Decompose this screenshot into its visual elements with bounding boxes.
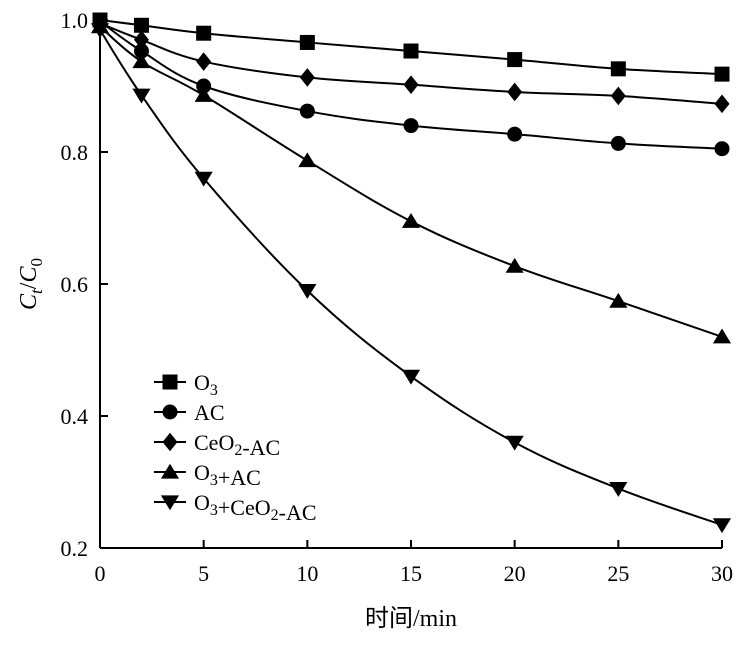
data-point (401, 213, 421, 228)
series-1 (92, 13, 730, 157)
y-tick-label: 1.0 (61, 8, 89, 33)
data-point (401, 369, 421, 385)
data-point (712, 518, 732, 534)
data-point (299, 68, 315, 87)
y-axis-label: Ct/C0 (16, 258, 46, 310)
series-layer (90, 12, 732, 534)
data-point (712, 328, 732, 344)
axes: 0 5 10 15 20 25 30 0.2 0.4 0.6 0.8 1.0 (61, 8, 734, 586)
series-line (99, 29, 723, 526)
data-point (196, 78, 212, 94)
legend-marker (162, 404, 178, 420)
legend-marker (160, 495, 180, 511)
data-point (609, 292, 628, 308)
data-point (714, 66, 730, 82)
data-point (714, 141, 730, 157)
legend-marker (160, 463, 180, 479)
series-4 (90, 23, 732, 534)
x-tick-label: 15 (400, 561, 422, 586)
x-tick-label: 10 (296, 561, 318, 586)
y-tick-label: 0.4 (61, 404, 89, 429)
series-line (99, 25, 723, 338)
data-point (403, 43, 419, 59)
legend-item-4: O3+CeO2-AC (154, 490, 317, 525)
data-point (403, 118, 419, 134)
legend-marker (162, 432, 178, 452)
legend-label: O3 (194, 370, 218, 399)
series-3 (90, 18, 732, 344)
legend-label: AC (194, 400, 225, 425)
x-tick-label: 5 (198, 561, 209, 586)
data-point (610, 86, 626, 106)
data-point (133, 43, 149, 59)
data-point (507, 126, 523, 142)
data-point (714, 94, 730, 114)
data-point (609, 482, 628, 497)
legend-marker (162, 374, 178, 390)
data-point (194, 171, 213, 187)
series-2 (92, 14, 730, 114)
data-point (196, 25, 212, 41)
y-tick-label: 0.8 (61, 140, 89, 165)
x-axis-label: 时间/min (365, 605, 457, 632)
data-point (507, 82, 523, 102)
y-tick-label: 0.6 (61, 272, 89, 297)
data-point (610, 61, 626, 77)
data-point (299, 103, 315, 119)
x-tick-label: 30 (711, 561, 733, 586)
y-tick-label: 0.2 (61, 536, 89, 561)
data-point (133, 17, 149, 33)
legend-label: CeO2-AC (194, 430, 280, 460)
x-tick-label: 25 (607, 561, 629, 586)
legend-item-3: O3+AC (154, 460, 261, 490)
data-point (505, 435, 524, 451)
axis-labels: 时间/min Ct/C0 (16, 258, 457, 632)
data-point (299, 34, 315, 50)
data-point (133, 30, 149, 50)
data-point (196, 52, 212, 71)
legend-item-2: CeO2-AC (154, 430, 280, 460)
data-point (132, 88, 151, 104)
data-point (298, 152, 317, 168)
x-tick-label: 20 (504, 561, 526, 586)
data-point (403, 75, 419, 94)
legend-item-1: AC (154, 400, 225, 425)
data-point (194, 86, 213, 102)
legend-item-0: O3 (154, 370, 218, 399)
legend-label: O3+AC (194, 460, 261, 490)
data-point (610, 135, 626, 151)
data-point (505, 257, 524, 273)
data-point (90, 23, 110, 39)
series-0 (92, 12, 730, 82)
legend-label: O3+CeO2-AC (194, 490, 317, 525)
data-point (507, 52, 523, 68)
data-point (298, 284, 317, 299)
data-point (132, 53, 151, 69)
x-tick-label: 0 (95, 561, 106, 586)
